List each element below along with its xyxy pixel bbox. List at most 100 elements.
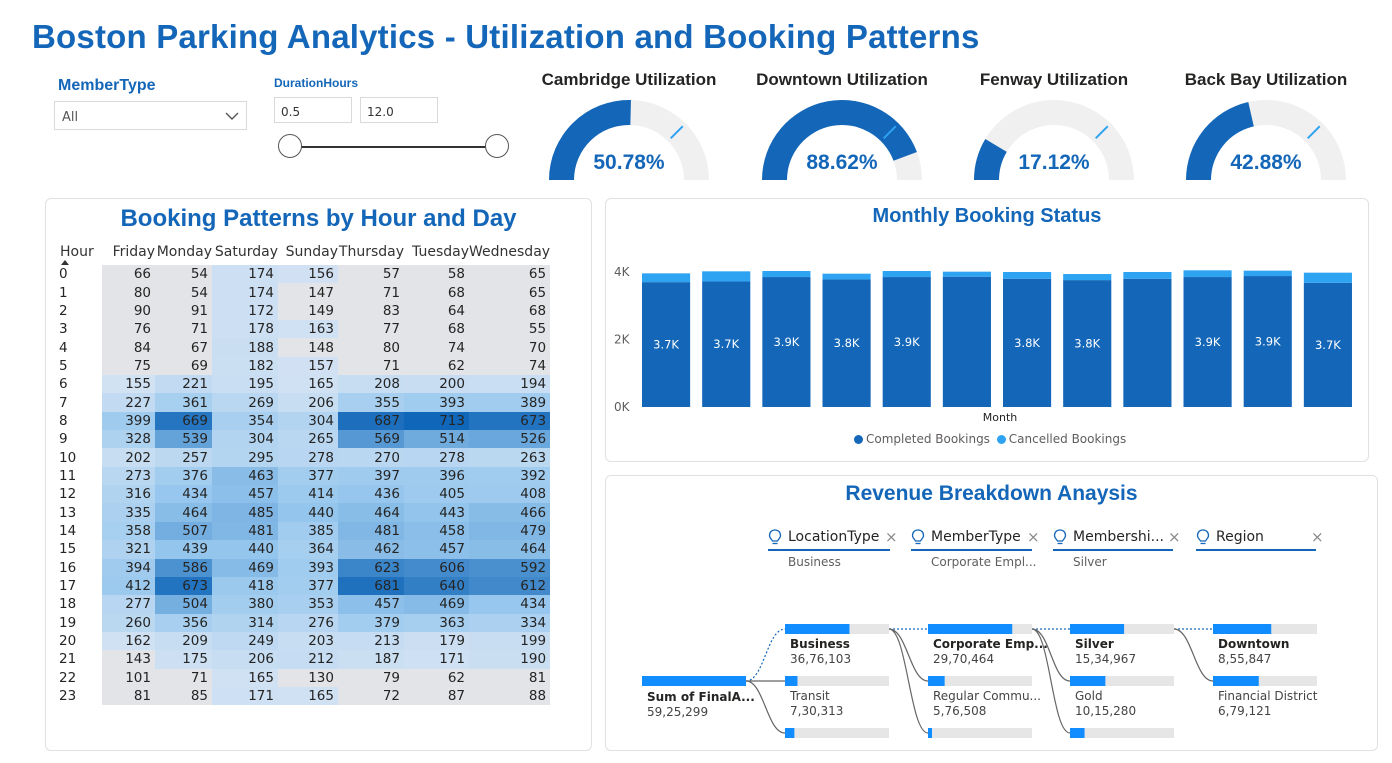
- value-cell: 273: [102, 466, 155, 486]
- node-bar-track[interactable]: [785, 676, 889, 686]
- completed-bar[interactable]: [702, 281, 751, 407]
- completed-bar[interactable]: [1303, 282, 1352, 407]
- node-bar-fill[interactable]: [785, 728, 795, 738]
- value-cell: 376: [155, 466, 212, 486]
- lightbulb-icon[interactable]: [1196, 529, 1210, 547]
- value-cell: 265: [278, 430, 338, 449]
- node-bar-track[interactable]: [928, 676, 1032, 686]
- node-bar-track[interactable]: [1213, 676, 1317, 686]
- column-header[interactable]: Wednesday: [469, 244, 551, 260]
- close-icon[interactable]: ×: [885, 528, 898, 546]
- value-cell: 179: [404, 631, 469, 651]
- node-bar-fill[interactable]: [785, 676, 798, 686]
- duration-min-input[interactable]: 0.5: [274, 97, 352, 123]
- node-bar-track[interactable]: [1070, 728, 1174, 738]
- decomposition-level-2[interactable]: Membershi... × Silver: [1053, 527, 1198, 569]
- value-cell: 277: [102, 595, 155, 614]
- value-cell: 394: [102, 558, 155, 577]
- table-row: 8 399 669 354 304 687 713 673: [56, 411, 551, 431]
- value-cell: 187: [338, 650, 404, 669]
- node-bar-fill[interactable]: [1213, 624, 1272, 634]
- column-header[interactable]: Friday: [112, 244, 155, 260]
- node-bar-fill[interactable]: [1213, 676, 1259, 686]
- completed-bar[interactable]: [642, 282, 691, 407]
- duration-slider-min-handle[interactable]: [278, 134, 302, 158]
- node-bar-fill[interactable]: [1070, 728, 1085, 738]
- value-cell: 79: [338, 668, 404, 687]
- node-bar-fill[interactable]: [1070, 676, 1106, 686]
- cancelled-bar[interactable]: [882, 270, 931, 278]
- completed-bar[interactable]: [942, 276, 991, 407]
- cancelled-bar[interactable]: [1183, 270, 1232, 278]
- node-bar-fill[interactable]: [785, 624, 850, 634]
- member-type-dropdown[interactable]: All: [54, 101, 247, 130]
- completed-bar[interactable]: [1063, 280, 1112, 407]
- cancelled-bar[interactable]: [1003, 272, 1052, 279]
- decomposition-level-0[interactable]: LocationType × Business: [768, 527, 913, 569]
- close-icon[interactable]: ×: [1027, 528, 1040, 546]
- column-header[interactable]: Thursday: [338, 244, 404, 260]
- table-row: 17 412 673 418 377 681 640 612: [56, 576, 551, 596]
- completed-bar[interactable]: [1123, 278, 1172, 407]
- value-cell: 91: [155, 301, 212, 321]
- completed-bar[interactable]: [762, 277, 811, 407]
- close-icon[interactable]: ×: [1168, 528, 1181, 546]
- node-bar-fill[interactable]: [928, 676, 945, 686]
- decomposition-level-3[interactable]: Region ×: [1196, 527, 1341, 553]
- lightbulb-icon[interactable]: [911, 529, 925, 547]
- cancelled-bar[interactable]: [642, 273, 691, 283]
- table-row: 23 81 85 171 165 72 87 88: [56, 686, 551, 706]
- duration-slider-track[interactable]: [290, 146, 497, 148]
- tree-connector: [1031, 628, 1071, 682]
- chart-legend: Completed Bookings Cancelled Bookings: [854, 432, 1126, 446]
- node-bar-track[interactable]: [1070, 676, 1174, 686]
- table-row: 14 358 507 481 385 481 458 479: [56, 521, 551, 541]
- root-bar[interactable]: [642, 676, 746, 686]
- node-bar-fill[interactable]: [928, 624, 1013, 634]
- duration-max-input[interactable]: 12.0: [360, 97, 438, 123]
- cancelled-bar[interactable]: [822, 273, 871, 280]
- column-header[interactable]: Tuesday: [412, 244, 469, 260]
- cancelled-bar[interactable]: [1303, 272, 1352, 283]
- value-cell: 87: [404, 686, 469, 706]
- value-cell: 75: [102, 356, 155, 376]
- column-header[interactable]: Hour: [60, 244, 94, 260]
- completed-bar[interactable]: [1003, 278, 1052, 407]
- lightbulb-icon[interactable]: [1053, 529, 1067, 547]
- completed-bar[interactable]: [822, 279, 871, 407]
- cancelled-bar[interactable]: [702, 271, 751, 282]
- cancelled-bar[interactable]: [1063, 274, 1112, 281]
- node-label: Regular Commu...: [933, 689, 1041, 703]
- value-cell: 65: [469, 265, 551, 284]
- column-header[interactable]: Saturday: [214, 244, 278, 260]
- node-bar-fill[interactable]: [928, 728, 932, 738]
- node-bar-fill[interactable]: [1070, 624, 1125, 634]
- value-cell: 414: [278, 485, 338, 504]
- booking-patterns-table: Hour Friday Monday Saturday Sunday Thursday Tu…: [56, 239, 551, 706]
- decomposition-level-1[interactable]: MemberType × Corporate Empl...: [911, 527, 1056, 569]
- hour-cell: 17: [59, 578, 77, 595]
- completed-bar[interactable]: [1183, 277, 1232, 407]
- cancelled-bar[interactable]: [1123, 272, 1172, 279]
- lightbulb-icon[interactable]: [768, 529, 782, 547]
- duration-slider-max-handle[interactable]: [485, 134, 509, 158]
- completed-bar[interactable]: [882, 277, 931, 407]
- node-bar-track[interactable]: [785, 728, 889, 738]
- cancelled-bar[interactable]: [762, 270, 811, 278]
- node-bar-track[interactable]: [928, 728, 1032, 738]
- node-label: Transit: [790, 689, 830, 703]
- column-header[interactable]: Sunday: [285, 244, 338, 260]
- value-cell: 526: [469, 430, 551, 449]
- cancelled-bar[interactable]: [942, 271, 991, 277]
- tree-connector: [745, 680, 786, 734]
- cancelled-bar[interactable]: [1243, 270, 1292, 277]
- value-cell: 175: [155, 650, 212, 669]
- gauge-title: Fenway Utilization: [979, 70, 1129, 89]
- column-header[interactable]: Monday: [156, 244, 212, 260]
- value-cell: 174: [212, 283, 278, 302]
- completed-bar[interactable]: [1243, 276, 1292, 407]
- value-cell: 295: [212, 448, 278, 467]
- sort-ascending-icon[interactable]: [61, 260, 69, 265]
- close-icon[interactable]: ×: [1311, 528, 1324, 546]
- y-tick-label: 2K: [614, 333, 631, 347]
